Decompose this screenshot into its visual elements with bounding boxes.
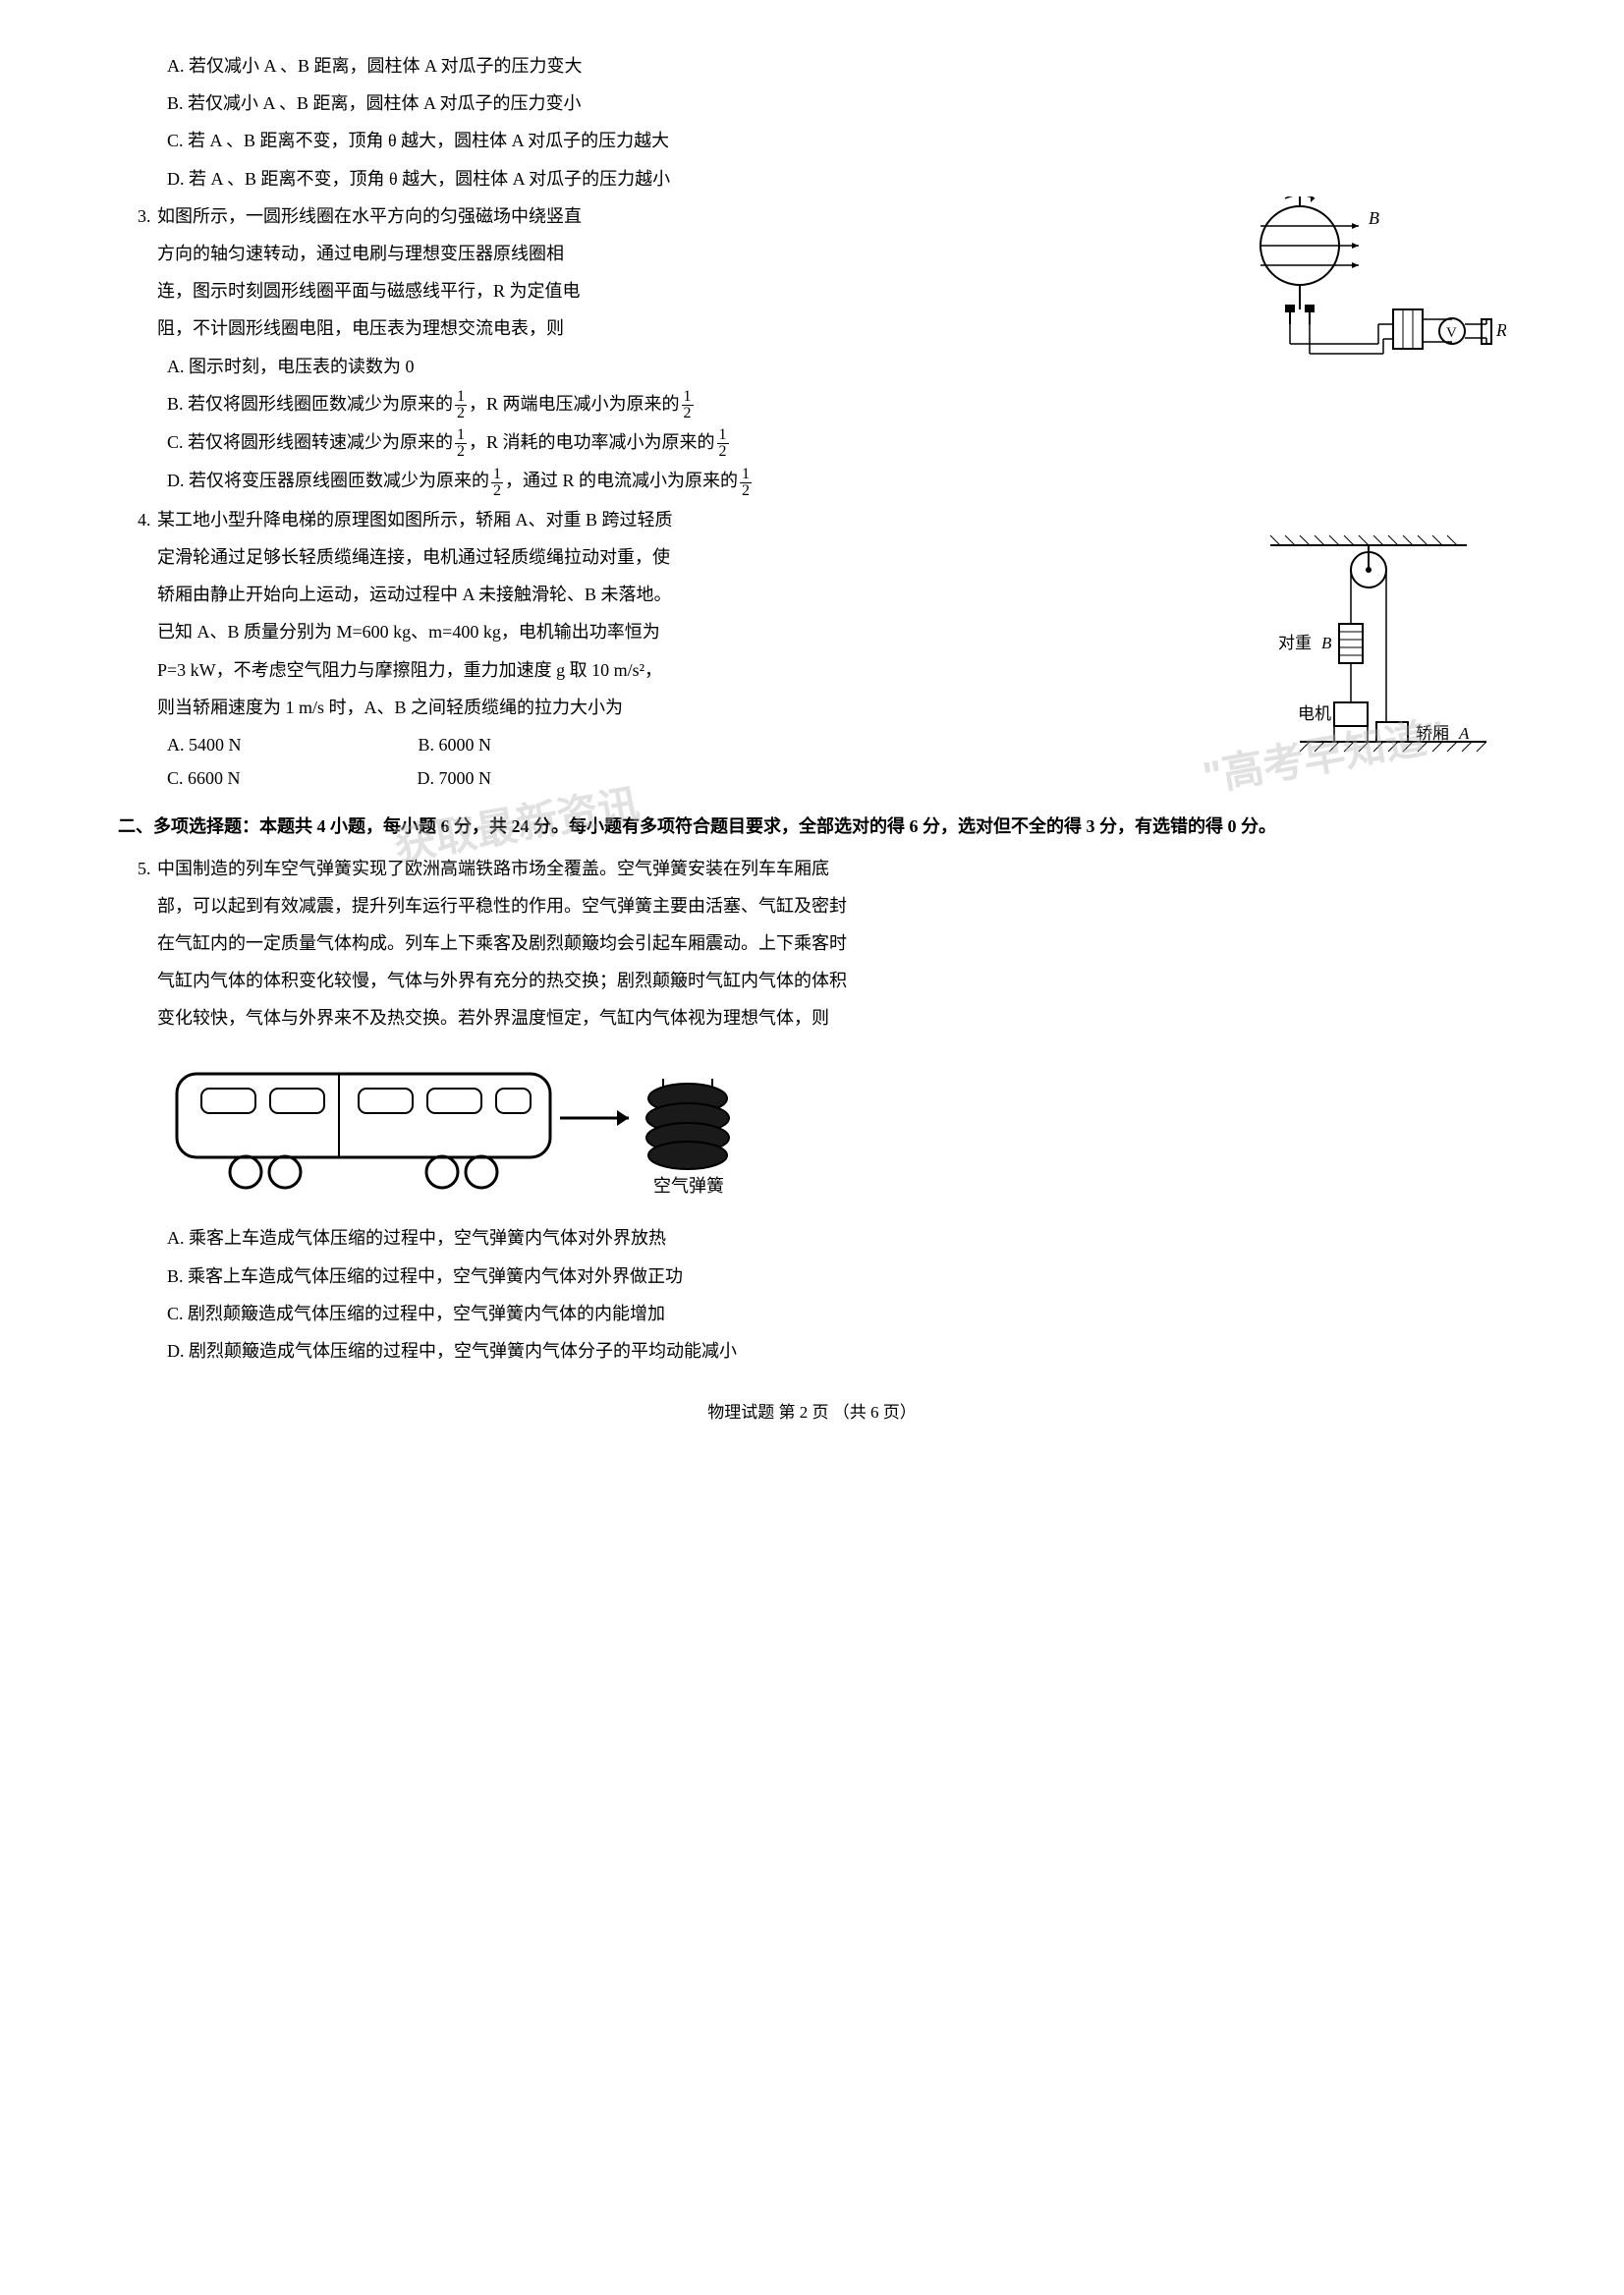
q3-line1: 3.如图所示，一圆形线圈在水平方向的匀强磁场中绕竖直	[138, 199, 766, 233]
svg-text:B: B	[1321, 634, 1332, 652]
svg-text:空气弹簧: 空气弹簧	[653, 1176, 724, 1196]
q4-text1: 某工地小型升降电梯的原理图如图所示，轿厢 A、对重 B 跨过轻质	[157, 510, 673, 530]
q5-text2: 部，可以起到有效减震，提升列车运行平稳性的作用。空气弹簧主要由活塞、气缸及密封	[157, 889, 1506, 923]
q3-optb-pre: B. 若仅将圆形线圈匝数减少为原来的	[167, 394, 453, 414]
q3-text1: 如图所示，一圆形线圈在水平方向的匀强磁场中绕竖直	[157, 206, 582, 226]
q3-optd-mid: ，通过 R 的电流减小为原来的	[505, 471, 738, 490]
q5-option-b: B. 乘客上车造成气体压缩的过程中，空气弹簧内气体对外界做正功	[167, 1259, 1506, 1293]
q4-figure: 对重 B 电机 轿厢 A	[1241, 531, 1506, 766]
q2-option-c: C. 若 A 、B 距离不变，顶角 θ 越大，圆柱体 A 对瓜子的压力越大	[167, 124, 1506, 157]
q3-text4: 阻，不计圆形线圈电阻，电压表为理想交流电表，则	[157, 311, 786, 345]
q5-line1: 5.中国制造的列车空气弹簧实现了欧洲高端铁路市场全覆盖。空气弹簧安装在列车车厢底	[138, 852, 1506, 885]
svg-text:V: V	[1446, 325, 1457, 341]
q3-figure: B V	[1221, 196, 1506, 373]
q5-figure: 空气弹簧	[118, 1049, 1506, 1206]
q3-optb-mid: ，R 两端电压减小为原来的	[469, 394, 680, 414]
q3-text2: 方向的轴匀速转动，通过电刷与理想变压器原线圈相	[157, 237, 786, 270]
q4-text5: P=3 kW，不考虑空气阻力与摩擦阻力，重力加速度 g 取 10 m/s²，	[157, 653, 786, 687]
q4-text4: 已知 A、B 质量分别为 M=600 kg、m=400 kg，电机输出功率恒为	[157, 615, 786, 648]
q4-option-b: B. 6000 N	[419, 728, 492, 761]
q5-text4: 气缸内气体的体积变化较慢，气体与外界有充分的热交换；剧烈颠簸时气缸内气体的体积	[157, 964, 1506, 997]
q4-option-c: C. 6600 N	[167, 761, 241, 795]
q2-option-a: A. 若仅减小 A 、B 距离，圆柱体 A 对瓜子的压力变大	[167, 49, 1506, 83]
q3-option-c: C. 若仅将圆形线圈转速减少为原来的12，R 消耗的电功率减小为原来的12	[167, 425, 1506, 460]
svg-text:轿厢: 轿厢	[1416, 724, 1449, 743]
svg-text:电机: 电机	[1298, 704, 1331, 723]
q5-option-c: C. 剧烈颠簸造成气体压缩的过程中，空气弹簧内气体的内能增加	[167, 1297, 1506, 1330]
q3-optc-mid: ，R 消耗的电功率减小为原来的	[469, 432, 715, 452]
q4-option-a: A. 5400 N	[167, 728, 242, 761]
q4-number: 4.	[138, 503, 157, 536]
q5-option-a: A. 乘客上车造成气体压缩的过程中，空气弹簧内气体对外界放热	[167, 1221, 1506, 1255]
svg-text:对重: 对重	[1278, 634, 1312, 652]
q4-text3: 轿厢由静止开始向上运动，运动过程中 A 未接触滑轮、B 未落地。	[157, 578, 786, 611]
svg-text:B: B	[1369, 208, 1379, 228]
q3-option-b: B. 若仅将圆形线圈匝数减少为原来的12，R 两端电压减小为原来的12	[167, 387, 1506, 421]
svg-text:R: R	[1495, 320, 1506, 340]
q2-option-d: D. 若 A 、B 距离不变，顶角 θ 越大，圆柱体 A 对瓜子的压力越小	[167, 162, 1506, 196]
q3-optd-pre: D. 若仅将变压器原线圈匝数减少为原来的	[167, 471, 489, 490]
q4-line1: 4.某工地小型升降电梯的原理图如图所示，轿厢 A、对重 B 跨过轻质	[138, 503, 766, 536]
q5-text3: 在气缸内的一定质量气体构成。列车上下乘客及剧烈颠簸均会引起车厢震动。上下乘客时	[157, 926, 1506, 960]
page-footer: 物理试题 第 2 页 （共 6 页）	[118, 1397, 1506, 1428]
q5-number: 5.	[138, 852, 157, 885]
q4-text2: 定滑轮通过足够长轻质缆绳连接，电机通过轻质缆绳拉动对重，使	[157, 540, 786, 574]
q5-option-d: D. 剧烈颠簸造成气体压缩的过程中，空气弹簧内气体分子的平均动能减小	[167, 1334, 1506, 1368]
q5-text5: 变化较快，气体与外界来不及热交换。若外界温度恒定，气缸内气体视为理想气体，则	[157, 1001, 1506, 1035]
q5-text1: 中国制造的列车空气弹簧实现了欧洲高端铁路市场全覆盖。空气弹簧安装在列车车厢底	[157, 859, 829, 878]
q4-text6: 则当轿厢速度为 1 m/s 时，A、B 之间轻质缆绳的拉力大小为	[157, 691, 786, 724]
q3-number: 3.	[138, 199, 157, 233]
svg-text:A: A	[1458, 724, 1470, 743]
q3-text3: 连，图示时刻圆形线圈平面与磁感线平行，R 为定值电	[157, 274, 786, 308]
q3-option-d: D. 若仅将变压器原线圈匝数减少为原来的12，通过 R 的电流减小为原来的12	[167, 464, 1506, 498]
q3-optc-pre: C. 若仅将圆形线圈转速减少为原来的	[167, 432, 453, 452]
section2-header: 二、多项选择题：本题共 4 小题，每小题 6 分，共 24 分。每小题有多项符合…	[118, 810, 1506, 843]
q4-option-d: D. 7000 N	[418, 761, 492, 795]
q2-option-b: B. 若仅减小 A 、B 距离，圆柱体 A 对瓜子的压力变小	[167, 86, 1506, 120]
